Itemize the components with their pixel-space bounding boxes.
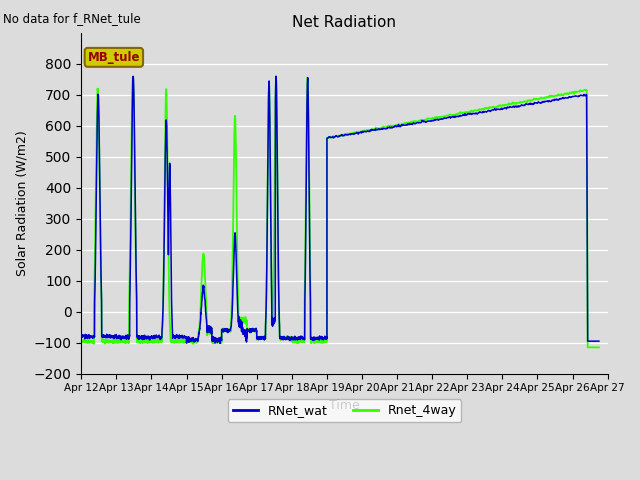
Text: No data for f_RNet_tule: No data for f_RNet_tule	[3, 12, 141, 25]
Rnet_4way	[77, 338, 85, 344]
Rnet_4way	[141, 337, 149, 343]
RNet_wat	[137, 335, 145, 340]
Legend: RNet_wat, Rnet_4way: RNet_wat, Rnet_4way	[228, 399, 461, 422]
Rnet_4way	[595, 345, 603, 350]
RNet_wat	[316, 336, 323, 341]
RNet_wat	[272, 73, 280, 79]
RNet_wat	[77, 332, 85, 338]
Y-axis label: Solar Radiation (W/m2): Solar Radiation (W/m2)	[15, 130, 28, 276]
X-axis label: Time: Time	[329, 399, 360, 412]
RNet_wat	[595, 338, 603, 344]
Rnet_4way	[584, 345, 591, 350]
Title: Net Radiation: Net Radiation	[292, 15, 397, 30]
Line: Rnet_4way: Rnet_4way	[81, 77, 599, 348]
Rnet_4way	[275, 320, 283, 325]
RNet_wat	[216, 340, 224, 346]
RNet_wat	[97, 291, 105, 297]
RNet_wat	[154, 334, 161, 339]
Rnet_4way	[154, 337, 162, 343]
Rnet_4way	[316, 339, 323, 345]
Text: MB_tule: MB_tule	[88, 51, 140, 64]
RNet_wat	[276, 323, 284, 328]
Rnet_4way	[129, 74, 137, 80]
RNet_wat	[141, 336, 149, 342]
Line: RNet_wat: RNet_wat	[81, 76, 599, 343]
Rnet_4way	[137, 339, 145, 345]
Rnet_4way	[97, 295, 105, 300]
